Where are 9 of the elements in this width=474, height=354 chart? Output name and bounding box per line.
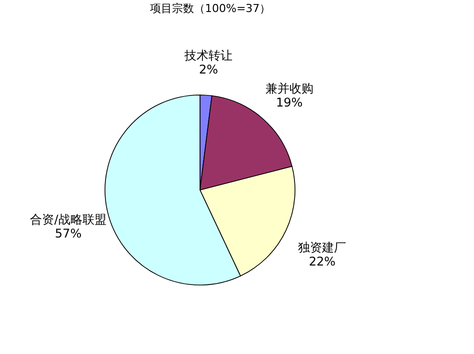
data-label: 22% <box>308 254 336 268</box>
chart-title: 项目宗数（100%=37） <box>150 2 271 15</box>
data-label: 57% <box>54 226 82 240</box>
slice-label: 合资/战略联盟 <box>30 212 106 226</box>
slice-label: 独资建厂 <box>298 240 346 254</box>
data-label: 19% <box>276 96 303 110</box>
slice-label: 兼并收购 <box>265 82 314 96</box>
data-label: 2% <box>198 62 218 76</box>
slice-label: 技术转让 <box>183 48 232 62</box>
